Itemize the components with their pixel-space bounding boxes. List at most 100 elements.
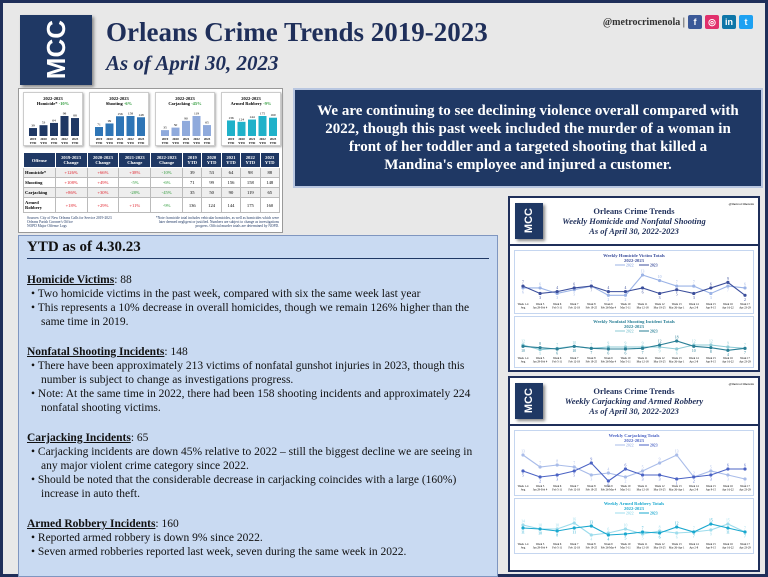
bar bbox=[203, 125, 211, 136]
x-tick-label: Week 16 bbox=[723, 303, 733, 306]
bullet-item: There have been approximately 213 victim… bbox=[27, 359, 489, 387]
x-tick-label: Week 7 bbox=[570, 543, 579, 546]
data-point bbox=[726, 526, 730, 530]
data-point bbox=[743, 477, 747, 481]
facebook-icon[interactable]: f bbox=[688, 15, 702, 29]
table-header: 2019-2023 Change bbox=[54, 152, 88, 168]
x-tick-label: Week 16 bbox=[723, 485, 733, 488]
data-point bbox=[709, 346, 713, 350]
bar-value-label: 35 bbox=[163, 126, 167, 130]
data-point bbox=[726, 473, 730, 477]
data-label: 1 bbox=[744, 482, 746, 486]
weekly-homicide-shooting-card: MCC Orleans Crime Trends Weekly Homicide… bbox=[508, 196, 760, 372]
data-point bbox=[709, 473, 713, 477]
data-point bbox=[606, 479, 610, 483]
x-tick-label: Week 9 bbox=[604, 357, 613, 360]
data-label: 7 bbox=[573, 462, 575, 466]
data-label: 3 bbox=[693, 296, 695, 300]
bar-chart-change: -10% bbox=[58, 101, 70, 106]
bar-chart-carjacking: 2022-2023 Carjacking -45% 35 2019 YTD 50 2020 Y… bbox=[155, 92, 215, 146]
data-label: 12 bbox=[709, 340, 713, 344]
data-point bbox=[692, 291, 696, 296]
x-tick-label: Week 9 bbox=[604, 543, 613, 546]
carjacking-line-chart: Weekly Carjacking Totals 2022-2023 2022 202… bbox=[514, 430, 754, 496]
x-tick-label: Week 15 bbox=[706, 543, 716, 546]
table-header: 2023 YTD bbox=[259, 152, 281, 168]
bar-value-label: 144 bbox=[249, 115, 255, 119]
data-point bbox=[658, 291, 662, 296]
data-label: 12 bbox=[675, 522, 679, 526]
data-label: 2 bbox=[744, 298, 746, 302]
data-label: 13 bbox=[675, 450, 679, 454]
data-label: 6 bbox=[642, 290, 644, 294]
linkedin-icon[interactable]: in bbox=[722, 15, 736, 29]
instagram-icon[interactable]: ◎ bbox=[705, 15, 719, 29]
bar-chart-title: 2022-2023 bbox=[241, 96, 261, 101]
x-tick-label: Mar 5-11 bbox=[620, 489, 631, 492]
legend-label: 2023 bbox=[650, 330, 658, 334]
x-tick-label: Mar 12-18 bbox=[637, 547, 649, 550]
legend-label: 2022 bbox=[626, 330, 634, 334]
data-label: 10 bbox=[572, 349, 576, 353]
data-label: 3 bbox=[710, 296, 712, 300]
x-tick-label: Mar 5-11 bbox=[620, 307, 631, 310]
data-point bbox=[726, 345, 730, 349]
data-label: 11 bbox=[572, 531, 576, 535]
homicide-line-chart: Weekly Homicide Victim Totals 2022-2023 20… bbox=[514, 250, 754, 314]
data-point bbox=[521, 344, 525, 348]
bar-tick-label: 2019 bbox=[162, 137, 169, 141]
table-cell: 98 bbox=[240, 167, 261, 178]
bar bbox=[258, 116, 267, 136]
bar-chart-change: -45% bbox=[191, 101, 202, 106]
bar-tick-label: 2023 bbox=[204, 137, 211, 141]
bar-tick-label: 2020 bbox=[238, 137, 245, 141]
data-label: 3 bbox=[659, 296, 661, 300]
data-point bbox=[521, 469, 525, 473]
bar-tick-label: 2022 bbox=[259, 137, 266, 141]
data-point bbox=[726, 467, 730, 471]
data-point bbox=[555, 347, 559, 351]
bar bbox=[60, 116, 69, 136]
data-label: 9 bbox=[642, 342, 644, 346]
bar bbox=[237, 121, 246, 136]
data-label: 4 bbox=[607, 286, 609, 290]
x-tick-label: Feb 19-25 bbox=[586, 547, 598, 550]
data-point bbox=[692, 530, 696, 534]
bar-tick-label: 2020 bbox=[106, 137, 113, 141]
data-label: 7 bbox=[642, 351, 644, 355]
x-tick-label: Avg bbox=[521, 307, 526, 310]
offense-cell: Homicide* bbox=[23, 167, 56, 178]
x-tick-label: Feb 26-Mar 4 bbox=[601, 361, 617, 364]
bar-value-label: 148 bbox=[138, 113, 144, 117]
data-point bbox=[640, 530, 645, 534]
x-tick-label: Week 1-4 bbox=[518, 303, 529, 306]
data-point bbox=[709, 286, 713, 290]
bar bbox=[105, 123, 114, 136]
x-tick-label: Week 8 bbox=[587, 485, 596, 488]
bar bbox=[269, 117, 277, 136]
bar bbox=[71, 118, 79, 136]
data-point bbox=[658, 473, 662, 477]
x-tick-label: Week 14 bbox=[689, 303, 699, 306]
bar bbox=[171, 127, 180, 136]
data-point bbox=[572, 344, 576, 348]
x-tick-label: Week 7 bbox=[570, 303, 579, 306]
x-tick-label: Apr 23-29 bbox=[739, 547, 751, 550]
x-tick-label: Week 6 bbox=[553, 485, 562, 488]
x-tick-label: Week 14 bbox=[689, 485, 699, 488]
data-label: 3 bbox=[710, 478, 712, 482]
x-tick-label: Week 15 bbox=[706, 357, 716, 360]
x-tick-label: Week 1-4 bbox=[518, 485, 529, 488]
data-label: 4 bbox=[607, 538, 609, 542]
x-tick-label: Feb 19-25 bbox=[586, 361, 598, 364]
bullet-item: This represents a 10% decrease in overal… bbox=[27, 301, 489, 329]
data-point bbox=[623, 293, 628, 297]
table-cell: 64 bbox=[220, 167, 242, 178]
twitter-icon[interactable]: t bbox=[739, 15, 753, 29]
data-label: 6 bbox=[676, 536, 678, 540]
ytd-section: Armed Robbery Incidents: 160Reported arm… bbox=[27, 517, 489, 559]
data-label: 3 bbox=[590, 478, 592, 482]
table-cell: 65 bbox=[259, 187, 281, 198]
x-tick-label: Mar 26-Apr 1 bbox=[669, 307, 685, 310]
data-point bbox=[709, 522, 713, 526]
